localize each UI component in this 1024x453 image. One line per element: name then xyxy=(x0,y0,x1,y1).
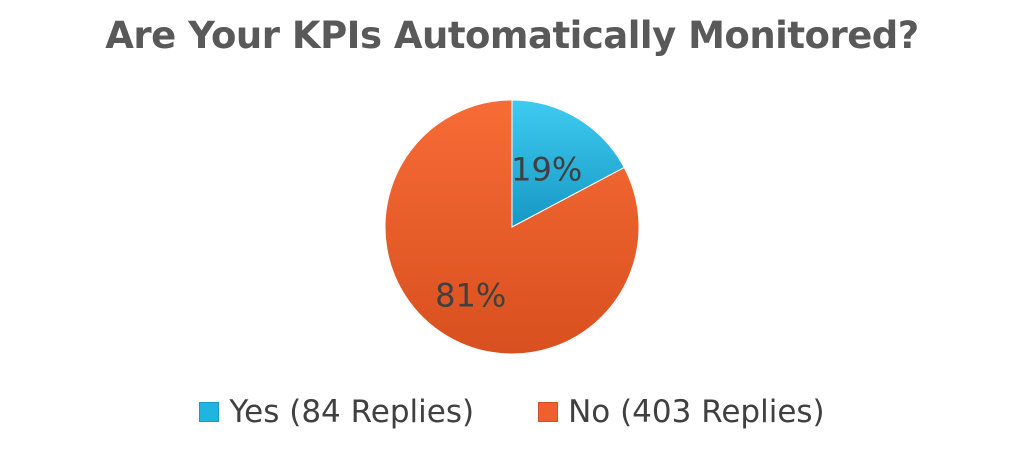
data-label-yes: 19% xyxy=(511,150,582,188)
pie-slice-no xyxy=(384,99,640,355)
data-label-no: 81% xyxy=(435,277,506,315)
legend-label-no: No (403 Replies) xyxy=(568,394,825,430)
chart-title: Are Your KPIs Automatically Monitored? xyxy=(105,14,919,57)
legend-label-yes: Yes (84 Replies) xyxy=(229,394,475,430)
legend-item-no: No (403 Replies) xyxy=(538,394,825,430)
legend-swatch-yes xyxy=(199,402,220,422)
legend-swatch-no xyxy=(538,402,559,422)
legend-item-yes: Yes (84 Replies) xyxy=(199,394,474,430)
legend: Yes (84 Replies) No (403 Replies) xyxy=(0,394,1024,430)
pie-slice-yes xyxy=(511,99,625,228)
